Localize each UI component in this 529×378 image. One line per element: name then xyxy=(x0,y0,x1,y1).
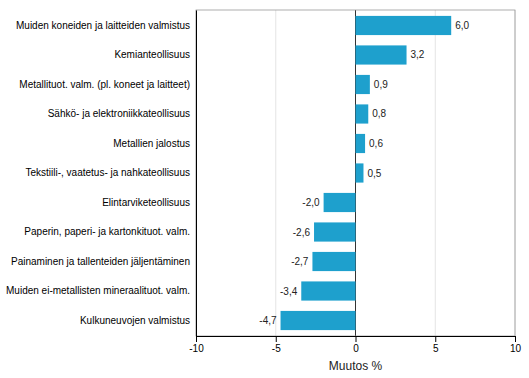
tick-label: Tekstiili-, vaatetus- ja nahkateollisuus xyxy=(25,167,190,178)
tick: Muiden koneiden ja laitteiden valmistus xyxy=(16,20,196,31)
data-label: 0,8 xyxy=(372,108,386,119)
tick: Metallituot. valm. (pl. koneet ja laitte… xyxy=(19,79,196,90)
tick-mark xyxy=(515,336,516,342)
tick-label: Muiden ei-metallisten mineraalituot. val… xyxy=(6,285,190,296)
x-axis: -10 -5 0 5 10 xyxy=(189,336,521,354)
tick-label: Painaminen ja tallenteiden jäljentäminen xyxy=(11,256,190,267)
tick-mark xyxy=(356,336,357,342)
data-label: -2,6 xyxy=(293,227,311,238)
tick: Kemianteollisuus xyxy=(114,49,196,60)
chart-container: 6,0 3,2 0,9 0,8 0,6 0,5 -2,0 -2,6 -2,7 -3,4 -4,7 -1… xyxy=(0,0,529,378)
tick-label: 10 xyxy=(510,343,522,354)
tick-label: Paperin, paperi- ja kartonkituot. valm. xyxy=(24,226,190,237)
tick: 5 xyxy=(433,336,439,354)
tick: Kulkuneuvojen valmistus xyxy=(80,315,196,326)
data-labels: 6,0 3,2 0,9 0,8 0,6 0,5 -2,0 -2,6 -2,7 -3,4 -4,7 xyxy=(259,20,469,326)
axis-domain xyxy=(196,11,197,337)
data-label: 0,9 xyxy=(374,79,388,90)
bar xyxy=(356,104,369,123)
bar xyxy=(356,16,452,35)
bar xyxy=(356,134,366,153)
tick-label: -5 xyxy=(272,343,281,354)
tick: 10 xyxy=(510,336,522,354)
y-axis: Muiden koneiden ja laitteiden valmistus K… xyxy=(6,11,196,337)
bar xyxy=(281,311,356,330)
plot: 6,0 3,2 0,9 0,8 0,6 0,5 -2,0 -2,6 -2,7 -3,4 -4,7 -1… xyxy=(6,10,521,354)
tick-label: Metallituot. valm. (pl. koneet ja laitte… xyxy=(19,79,190,90)
tick-mark xyxy=(435,336,436,342)
data-label: -4,7 xyxy=(259,315,277,326)
bar xyxy=(312,252,355,271)
tick: -10 xyxy=(189,336,204,354)
data-label: -2,7 xyxy=(291,256,309,267)
data-label: 3,2 xyxy=(411,49,425,60)
data-label: -3,4 xyxy=(280,286,298,297)
data-label: 0,6 xyxy=(369,138,383,149)
bar xyxy=(324,193,356,212)
grid-line xyxy=(275,10,276,336)
tick: Painaminen ja tallenteiden jäljentäminen xyxy=(11,256,196,267)
tick-label: Muiden koneiden ja laitteiden valmistus xyxy=(16,20,190,31)
tick-label: 5 xyxy=(433,343,439,354)
data-label: 6,0 xyxy=(455,20,469,31)
grid-line xyxy=(435,10,436,336)
bar xyxy=(314,222,355,241)
bar xyxy=(356,163,364,182)
tick-label: Metallien jalostus xyxy=(113,138,190,149)
data-label: 0,5 xyxy=(367,168,381,179)
tick-mark xyxy=(276,336,277,342)
chart-svg: 6,0 3,2 0,9 0,8 0,6 0,5 -2,0 -2,6 -2,7 -3,4 -4,7 -1… xyxy=(0,0,529,378)
tick-mark xyxy=(196,336,197,342)
tick: Metallien jalostus xyxy=(113,138,196,149)
tick-label: Elintarviketeollisuus xyxy=(102,197,190,208)
tick: 0 xyxy=(353,336,359,354)
axis-domain xyxy=(197,337,516,343)
tick-label: Sähkö- ja elektroniikkateollisuus xyxy=(48,108,190,119)
x-axis-title: Muutos % xyxy=(329,359,383,373)
bar xyxy=(356,75,370,94)
tick: Tekstiili-, vaatetus- ja nahkateollisuus xyxy=(25,167,196,178)
bars xyxy=(281,16,452,330)
tick: -5 xyxy=(272,336,281,354)
tick-label: 0 xyxy=(353,343,359,354)
tick: Muiden ei-metallisten mineraalituot. val… xyxy=(6,285,196,296)
tick-label: Kulkuneuvojen valmistus xyxy=(80,315,190,326)
plot-frame xyxy=(196,10,515,336)
tick: Paperin, paperi- ja kartonkituot. valm. xyxy=(24,226,196,237)
tick-label: Kemianteollisuus xyxy=(114,49,190,60)
data-label: -2,0 xyxy=(302,197,320,208)
tick-label: -10 xyxy=(189,343,204,354)
grid xyxy=(196,10,515,336)
bar xyxy=(356,45,407,64)
tick: Elintarviketeollisuus xyxy=(102,197,196,208)
bar xyxy=(301,281,355,300)
tick: Sähkö- ja elektroniikkateollisuus xyxy=(48,108,196,119)
